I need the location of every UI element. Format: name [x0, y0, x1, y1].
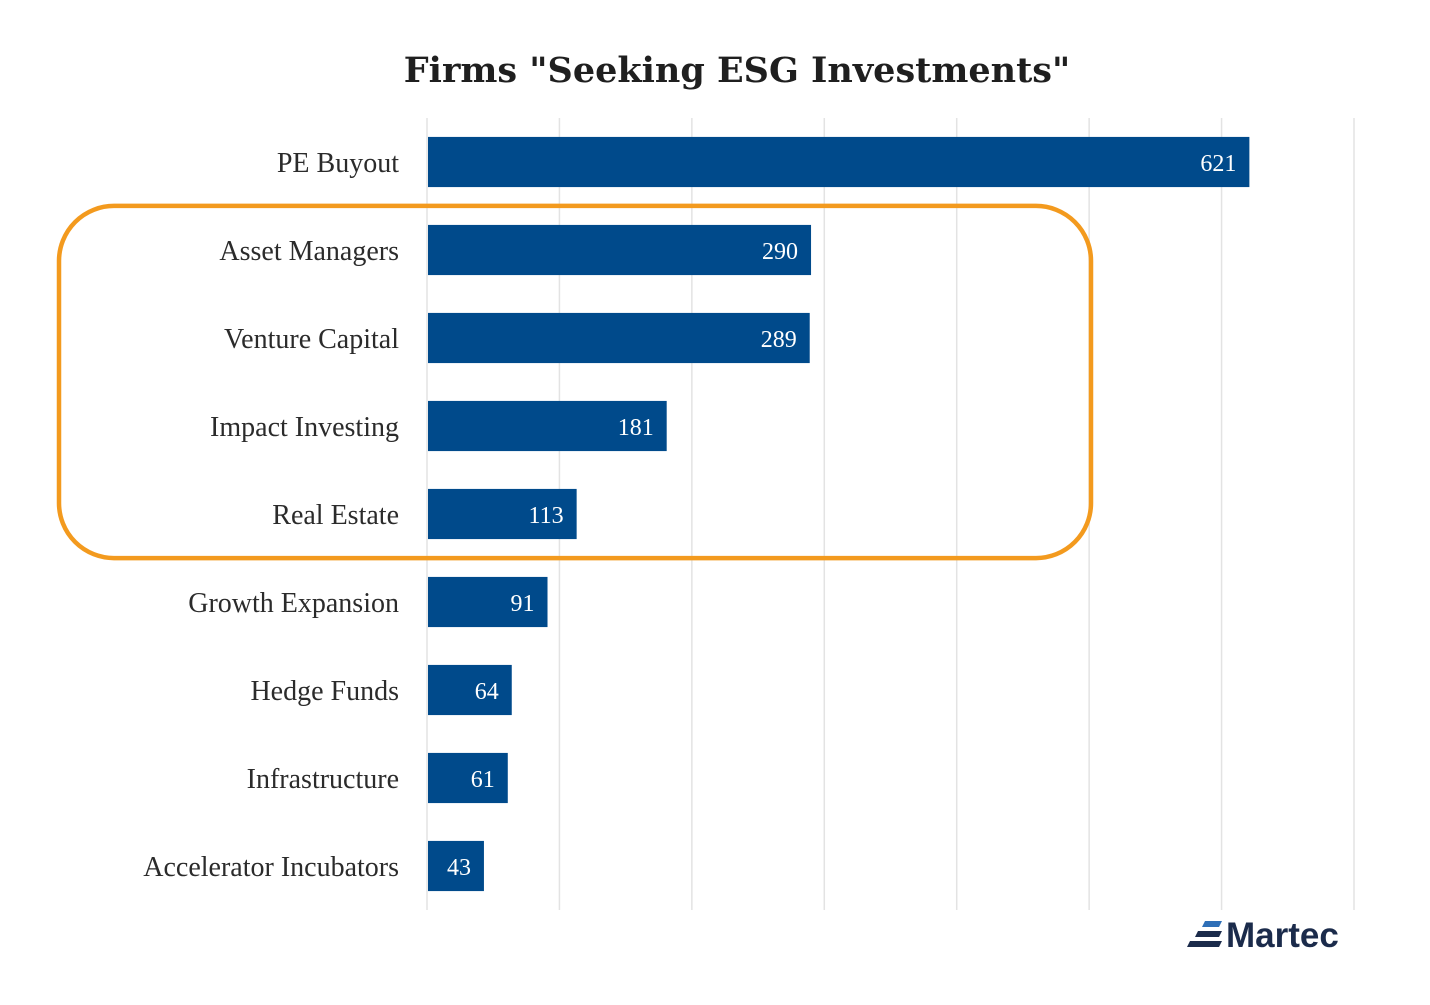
data-label: 61	[471, 767, 495, 793]
highlight-box	[56, 203, 1094, 561]
data-label: 621	[1200, 151, 1236, 177]
bar	[428, 488, 577, 540]
data-label: 289	[761, 327, 797, 353]
data-label: 43	[447, 855, 471, 881]
logo-text: Martec	[1226, 916, 1339, 955]
data-label: 91	[511, 591, 535, 617]
value-labels: 621 290 289 181 113 91 64 61 43	[447, 151, 1236, 881]
category-label: Accelerator Incubators	[143, 852, 399, 883]
category-labels: PE Buyout Asset Managers Venture Capital Im…	[143, 148, 399, 883]
category-label: Real Estate	[272, 500, 399, 531]
bar	[428, 312, 810, 364]
data-label: 290	[762, 239, 798, 265]
category-label: Impact Investing	[210, 412, 399, 443]
bar	[428, 840, 484, 892]
category-label: Infrastructure	[247, 764, 399, 795]
bar	[428, 136, 1250, 188]
bar	[428, 752, 508, 804]
data-label: 181	[618, 415, 654, 441]
bar	[428, 400, 667, 452]
category-label: PE Buyout	[277, 148, 399, 179]
martec-logo-icon	[1187, 921, 1222, 947]
bars	[428, 136, 1250, 892]
category-label: Growth Expansion	[188, 588, 399, 619]
martec-logo: Martec	[1187, 916, 1339, 955]
category-label: Asset Managers	[219, 236, 399, 267]
category-label: Hedge Funds	[250, 676, 399, 707]
category-label: Venture Capital	[224, 324, 399, 355]
chart-title: Firms "Seeking ESG Investments"	[404, 50, 1070, 91]
data-label: 113	[529, 503, 564, 529]
bar	[428, 224, 812, 276]
data-label: 64	[475, 679, 499, 705]
bar	[428, 664, 512, 716]
bar	[428, 576, 548, 628]
